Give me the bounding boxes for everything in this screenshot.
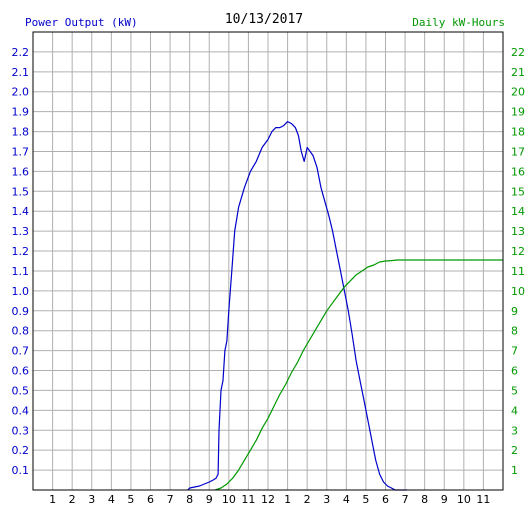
y-left-tick-label: 0.2 xyxy=(12,444,30,457)
y-right-tick-label: 15 xyxy=(511,185,525,198)
y-right-tick-label: 17 xyxy=(511,145,525,158)
y-left-tick-label: 0.1 xyxy=(12,464,30,477)
y-left-tick-label: 1.3 xyxy=(12,225,30,238)
x-tick-label: 10 xyxy=(222,493,236,506)
y-right-tick-label: 10 xyxy=(511,285,525,298)
x-tick-label: 5 xyxy=(362,493,369,506)
y-right-tick-label: 13 xyxy=(511,225,525,238)
grid xyxy=(33,32,503,490)
y-left-tick-label: 0.9 xyxy=(12,305,30,318)
plot-frame xyxy=(32,31,504,491)
x-tick-label: 6 xyxy=(382,493,389,506)
y-left-ticks: 0.1 0.2 0.3 0.4 0.5 0.6 0.7 0.8 0.9 1.0 1.1 1.2 1.3 1… xyxy=(12,46,30,477)
y-left-tick-label: 1.7 xyxy=(12,145,30,158)
x-tick-label: 3 xyxy=(323,493,330,506)
y-right-tick-label: 19 xyxy=(511,106,525,119)
series-layer xyxy=(187,120,503,491)
y-left-tick-label: 2.2 xyxy=(12,46,30,59)
y-left-tick-label: 1.5 xyxy=(12,185,30,198)
y-right-tick-label: 7 xyxy=(511,345,518,358)
y-right-tick-label: 20 xyxy=(511,86,525,99)
y-left-tick-label: 1.0 xyxy=(12,285,30,298)
y-left-tick-label: 1.2 xyxy=(12,245,30,258)
y-right-tick-label: 3 xyxy=(511,424,518,437)
y-right-tick-label: 16 xyxy=(511,165,525,178)
y-left-tick-label: 1.9 xyxy=(12,106,30,119)
y-right-tick-label: 18 xyxy=(511,126,525,139)
y-left-tick-label: 0.8 xyxy=(12,325,30,338)
x-tick-label: 9 xyxy=(206,493,213,506)
y-right-tick-label: 11 xyxy=(511,265,525,278)
y-left-tick-label: 1.1 xyxy=(12,265,30,278)
y-left-tick-label: 2.1 xyxy=(12,66,30,79)
y-left-tick-label: 1.4 xyxy=(12,205,30,218)
x-tick-label: 1 xyxy=(284,493,291,506)
y-right-tick-label: 21 xyxy=(511,66,525,79)
y-right-tick-label: 6 xyxy=(511,365,518,378)
x-tick-label: 3 xyxy=(88,493,95,506)
y-right-tick-label: 1 xyxy=(511,464,518,477)
x-tick-label: 7 xyxy=(402,493,409,506)
x-tick-label: 4 xyxy=(108,493,115,506)
y-right-tick-label: 22 xyxy=(511,46,525,59)
x-tick-label: 11 xyxy=(241,493,255,506)
x-tick-label: 9 xyxy=(441,493,448,506)
y-right-tick-label: 4 xyxy=(511,404,518,417)
x-tick-label: 8 xyxy=(421,493,428,506)
x-ticks: 1 2 3 4 5 6 7 8 9 10 11 12 1 2 3 4 5 6 7 8 9 10 11 xyxy=(49,493,490,506)
y-left-tick-label: 0.6 xyxy=(12,365,30,378)
x-tick-label: 12 xyxy=(261,493,275,506)
energy-series-line xyxy=(214,259,503,491)
x-tick-label: 7 xyxy=(167,493,174,506)
y-left-tick-label: 0.3 xyxy=(12,424,30,437)
x-tick-label: 2 xyxy=(69,493,76,506)
y-right-tick-label: 9 xyxy=(511,305,518,318)
x-tick-label: 1 xyxy=(49,493,56,506)
y-axis-left-label: Power Output (kW) xyxy=(25,16,138,29)
y-right-tick-label: 14 xyxy=(511,205,525,218)
x-tick-label: 10 xyxy=(457,493,471,506)
y-left-tick-label: 1.6 xyxy=(12,165,30,178)
y-left-tick-label: 0.5 xyxy=(12,384,30,397)
y-right-tick-label: 8 xyxy=(511,325,518,338)
power-series-line xyxy=(187,120,407,491)
y-left-tick-label: 2.0 xyxy=(12,86,30,99)
chart-title: 10/13/2017 xyxy=(225,12,303,27)
y-right-tick-label: 5 xyxy=(511,384,518,397)
x-tick-label: 8 xyxy=(186,493,193,506)
x-tick-label: 5 xyxy=(127,493,134,506)
x-tick-label: 2 xyxy=(304,493,311,506)
y-left-tick-label: 0.4 xyxy=(12,404,30,417)
y-left-tick-label: 1.8 xyxy=(12,126,30,139)
y-right-tick-label: 2 xyxy=(511,444,518,457)
y-axis-right-label: Daily kW-Hours xyxy=(412,16,505,29)
y-right-tick-label: 12 xyxy=(511,245,525,258)
y-left-tick-label: 0.7 xyxy=(12,345,30,358)
x-tick-label: 11 xyxy=(476,493,490,506)
x-tick-label: 4 xyxy=(343,493,350,506)
x-tick-label: 6 xyxy=(147,493,154,506)
